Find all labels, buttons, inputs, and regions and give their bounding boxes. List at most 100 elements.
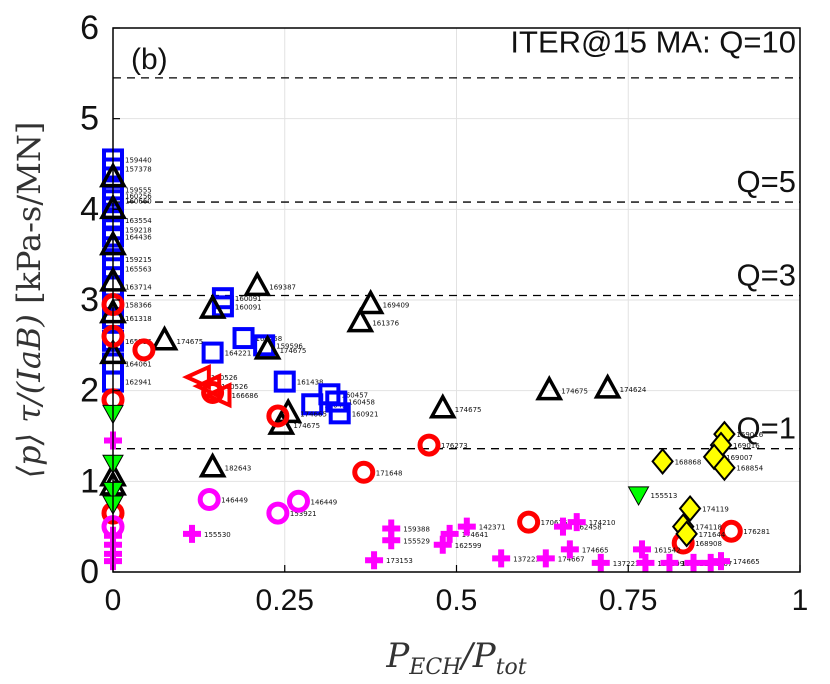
shot-label: 160457: [341, 391, 368, 399]
shot-label: 137223: [513, 555, 540, 563]
x-tick-label: 1: [792, 584, 809, 617]
shot-label: 166686: [231, 392, 258, 400]
shot-label: 169409: [383, 302, 410, 310]
cross-marker: [457, 517, 476, 536]
circle-marker: [201, 380, 225, 404]
x-tick-label: 0.75: [599, 584, 657, 617]
cross-marker: [492, 549, 511, 568]
shot-label: 173153: [386, 557, 413, 565]
cross-marker: [701, 553, 720, 572]
circle-marker: [417, 433, 441, 457]
triangle-left-marker: [192, 373, 222, 400]
cross-marker: [365, 551, 384, 570]
triangle-marker: [356, 288, 385, 315]
circle-marker: [266, 501, 290, 525]
shot-label: 169387: [269, 283, 296, 291]
shot-label: 168908: [695, 540, 722, 548]
triangle-left-marker: [202, 382, 232, 409]
diamond-marker: [675, 520, 698, 548]
cross-marker: [632, 540, 651, 559]
triangle-down-marker: [627, 486, 650, 506]
circle-marker: [132, 338, 156, 362]
cross-marker: [382, 531, 401, 550]
shot-label: 174665: [582, 546, 609, 554]
cross-marker: [711, 552, 730, 571]
shot-label: 146449: [221, 496, 248, 504]
shot-label: 160091: [235, 303, 262, 311]
shot-label: 174641: [462, 531, 489, 539]
triangle-marker: [243, 270, 272, 297]
y-tick-label: 3: [80, 281, 99, 319]
cross-marker: [560, 540, 579, 559]
shot-label: 165563: [125, 265, 152, 273]
diamond-marker: [713, 454, 736, 482]
shot-label: 164221: [225, 350, 252, 358]
y-tick-label: 5: [80, 100, 99, 138]
triangle-left-marker: [182, 363, 211, 391]
shot-label: 171644: [699, 531, 726, 539]
cross-marker: [567, 513, 586, 532]
triangle-marker: [253, 334, 282, 360]
shot-label: 159218: [125, 226, 152, 234]
shot-label: 169007: [726, 454, 753, 462]
cross-marker: [536, 549, 555, 568]
shot-label: 180526: [211, 374, 238, 382]
shot-label: 161318: [125, 315, 152, 323]
shot-label: 162599: [455, 542, 482, 550]
y-tick-label: 1: [80, 462, 99, 500]
cross-marker: [660, 553, 679, 572]
y-axis-label: ⟨p⟩ τ/(IaB) [kPa-s/MN]: [10, 122, 48, 479]
y-tick-label: 6: [80, 9, 99, 47]
shot-label: 174675: [293, 422, 320, 430]
shot-label: 174210: [589, 519, 616, 527]
shot-label: 164061: [125, 360, 152, 368]
shot-label: 159388: [403, 525, 430, 533]
shot-label: 169016: [733, 442, 760, 450]
square-marker: [232, 327, 255, 350]
triangle-marker: [198, 293, 227, 319]
triangle-marker: [593, 373, 622, 399]
x-tick-label: 0.5: [436, 584, 478, 617]
cross-marker: [684, 553, 703, 572]
circle-marker: [266, 404, 290, 428]
triangle-marker: [428, 393, 457, 419]
shot-label: 155513: [651, 492, 678, 500]
cross-marker: [183, 524, 202, 543]
x-axis-label: PECH/Ptot: [385, 636, 526, 680]
ticks: 0 0.25 0.5 0.75 1 0 1 2 3 4 5 6: [80, 9, 808, 617]
shot-label: 174675: [280, 347, 307, 355]
shot-label: 170676: [541, 519, 568, 527]
shot-label: 161542: [654, 546, 681, 554]
shot-label: 155529: [403, 537, 430, 545]
circle-marker: [286, 489, 310, 513]
shot-label: 174675: [561, 388, 588, 396]
shot-label: 160660: [125, 197, 152, 205]
cross-marker: [433, 535, 452, 554]
shot-label: 157378: [125, 166, 152, 174]
cross-marker: [591, 553, 610, 572]
shot-label: 174667: [558, 555, 585, 563]
shot-label: 163714: [125, 283, 152, 291]
shot-label: 174665: [733, 558, 760, 566]
square-marker: [328, 402, 351, 425]
y-tick-label: 2: [80, 372, 99, 410]
cross-marker: [636, 553, 655, 572]
shot-label: 163554: [125, 217, 152, 225]
circle-marker: [352, 460, 376, 484]
data-points: 1594401573781595551602561606601635541592…: [99, 148, 770, 572]
circle-marker: [517, 510, 541, 534]
reference-line-label: Q=5: [737, 164, 796, 199]
shot-label: 168868: [675, 458, 702, 466]
x-tick-label: 0.25: [256, 584, 314, 617]
square-marker: [325, 390, 348, 413]
shot-label: 160921: [352, 410, 379, 418]
shot-label: 160091: [235, 295, 262, 303]
shot-label: 162941: [125, 379, 152, 387]
shot-label: 158366: [125, 302, 152, 310]
shot-label: 182643: [225, 465, 252, 473]
shot-label: 168854: [736, 465, 763, 473]
shot-label: 159215: [125, 256, 152, 264]
reference-line-label: Q=3: [737, 257, 796, 292]
shot-label: 161376: [372, 320, 399, 328]
